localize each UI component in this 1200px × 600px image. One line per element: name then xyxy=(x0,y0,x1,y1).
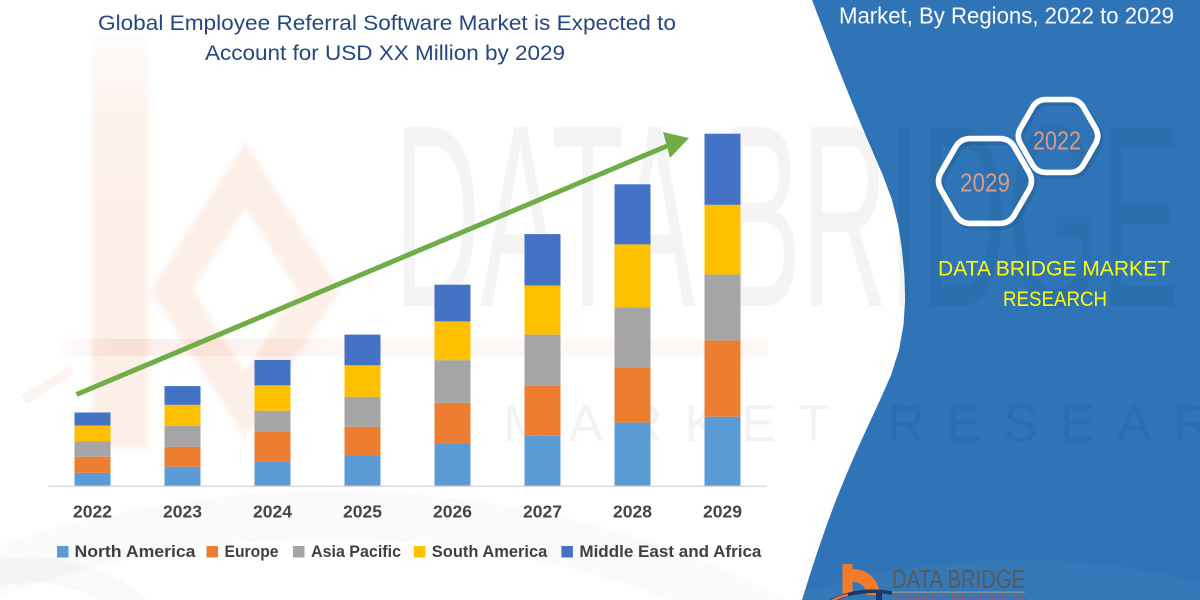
svg-text:2022: 2022 xyxy=(73,502,112,522)
svg-text:Account for USD XX Million by: Account for USD XX Million by 2029 xyxy=(205,42,565,65)
svg-text:2022: 2022 xyxy=(1033,126,1081,156)
svg-text:RESEARCH: RESEARCH xyxy=(1003,288,1107,311)
svg-text:Market, By Regions, 2022 to 20: Market, By Regions, 2022 to 2029 xyxy=(839,3,1174,29)
svg-text:Asia Pacific: Asia Pacific xyxy=(311,542,401,561)
svg-text:2028: 2028 xyxy=(613,502,652,522)
svg-text:2026: 2026 xyxy=(433,502,472,522)
svg-text:2024: 2024 xyxy=(253,502,292,522)
svg-text:Europe: Europe xyxy=(225,542,279,561)
svg-text:2023: 2023 xyxy=(163,502,202,522)
svg-text:North America: North America xyxy=(75,542,197,561)
svg-text:MARKET RESEARCH: MARKET RESEARCH xyxy=(503,395,1200,453)
svg-text:2029: 2029 xyxy=(703,502,742,522)
svg-text:South America: South America xyxy=(432,542,548,561)
svg-text:2025: 2025 xyxy=(343,502,382,522)
svg-text:MARKET RESEARCH: MARKET RESEARCH xyxy=(892,594,1025,600)
svg-text:2029: 2029 xyxy=(960,168,1010,198)
svg-text:2027: 2027 xyxy=(523,502,562,522)
svg-text:Global Employee Referral Softw: Global Employee Referral Software Market… xyxy=(98,12,676,35)
svg-text:DATA BRIDGE: DATA BRIDGE xyxy=(394,72,1180,362)
svg-text:Middle East and Africa: Middle East and Africa xyxy=(579,542,762,561)
svg-text:DATA BRIDGE MARKET: DATA BRIDGE MARKET xyxy=(938,258,1170,281)
svg-text:DATA BRIDGE: DATA BRIDGE xyxy=(892,564,1025,594)
